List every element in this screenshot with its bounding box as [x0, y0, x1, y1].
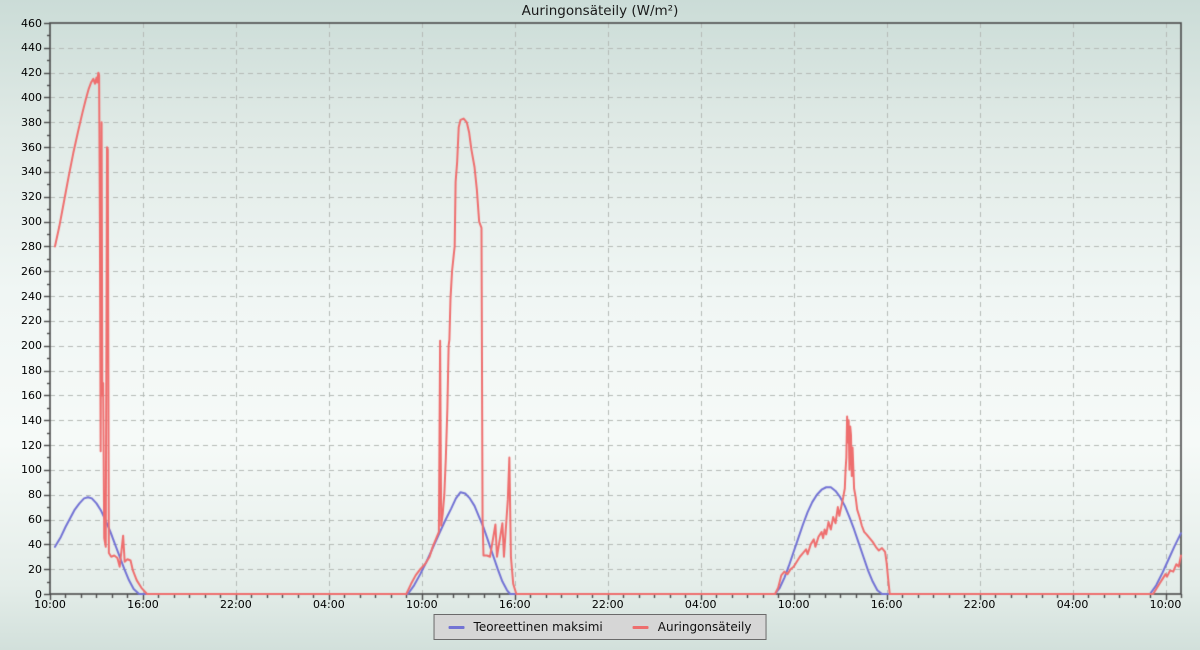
y-tick-label: 0: [35, 587, 42, 601]
y-tick-label: 280: [21, 239, 42, 253]
y-tick-label: 120: [21, 438, 42, 452]
y-tick-label: 380: [21, 115, 42, 129]
x-tick-label: 10:00: [777, 598, 810, 611]
x-tick-label: 10:00: [1149, 598, 1182, 611]
y-tick-label: 160: [21, 388, 42, 402]
x-tick-label: 22:00: [963, 598, 996, 611]
y-tick-label: 300: [21, 215, 42, 229]
y-tick-label: 220: [21, 314, 42, 328]
x-tick-label: 10:00: [405, 598, 438, 611]
x-tick-label: 10:00: [34, 598, 66, 611]
legend: Teoreettinen maksimi Auringonsäteily: [433, 614, 767, 640]
x-tick-label: 16:00: [870, 598, 903, 611]
x-tick-label: 22:00: [220, 598, 252, 611]
legend-swatch-blue-line: [448, 625, 465, 629]
legend-swatch-red-line: [632, 625, 649, 629]
legend-item-auringonsateily: Auringonsäteily: [632, 620, 752, 634]
chart-title: Auringonsäteily (W/m²): [521, 3, 679, 19]
x-tick-label: 04:00: [1056, 598, 1089, 611]
y-tick-label: 140: [21, 413, 42, 427]
y-tick-label: 340: [21, 165, 42, 179]
legend-label-auringonsateily: Auringonsäteily: [657, 620, 752, 634]
x-tick-label: 04:00: [684, 598, 717, 611]
y-tick-label: 360: [21, 140, 42, 154]
y-tick-label: 240: [21, 289, 42, 303]
y-tick-label: 460: [21, 16, 42, 30]
y-tick-label: 260: [21, 264, 42, 278]
y-tick-label: 80: [28, 488, 42, 502]
y-tick-label: 40: [28, 537, 42, 551]
x-tick-label: 16:00: [498, 598, 531, 611]
y-tick-label: 60: [28, 513, 42, 527]
legend-label-teoreettinen-maksimi: Teoreettinen maksimi: [473, 620, 603, 634]
y-tick-label: 320: [21, 190, 42, 204]
y-tick-label: 440: [21, 41, 42, 55]
y-tick-label: 200: [21, 339, 42, 353]
y-tick-label: 20: [28, 562, 42, 576]
y-tick-label: 180: [21, 364, 42, 378]
x-tick-label: 16:00: [127, 598, 159, 611]
x-tick-label: 04:00: [313, 598, 345, 611]
legend-item-teoreettinen-maksimi: Teoreettinen maksimi: [448, 620, 603, 634]
y-tick-label: 420: [21, 66, 42, 80]
y-tick-label: 400: [21, 90, 42, 104]
x-tick-label: 22:00: [591, 598, 624, 611]
y-tick-label: 100: [21, 463, 42, 477]
